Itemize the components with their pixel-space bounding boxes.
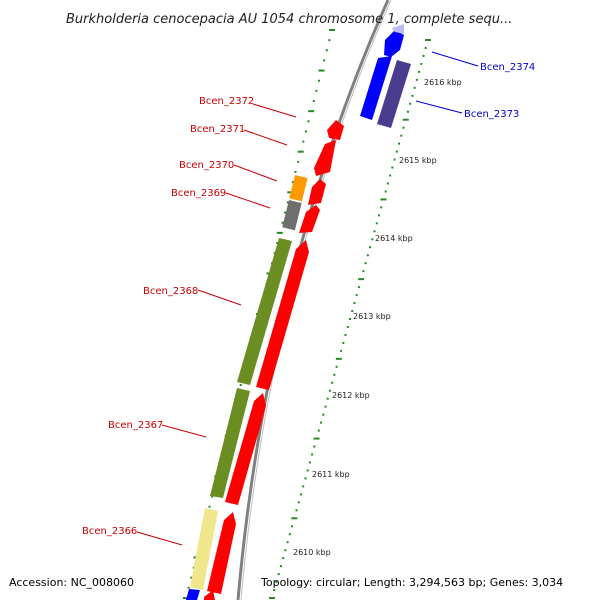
gene-bcen-2366[interactable] [190, 508, 218, 590]
tick-label-2613: 2613 kbp [353, 312, 391, 321]
gene-bcen-2372[interactable] [327, 120, 344, 140]
map-title: Burkholderia cenocepacia AU 1054 chromos… [66, 12, 512, 27]
chromosome-backbone [236, 0, 390, 600]
gene-bcen-2370-red[interactable] [308, 179, 326, 205]
scale-ring [269, 39, 431, 599]
gene-label-bcen-2369[interactable]: Bcen_2369 [171, 188, 226, 199]
tick-label-2615: 2615 kbp [399, 156, 437, 165]
gene-label-bcen-2368[interactable]: Bcen_2368 [143, 286, 198, 297]
gene-bcen-2367[interactable] [210, 388, 250, 498]
gene-bcen-2374-top[interactable] [384, 30, 404, 57]
gene-bcen-2374[interactable] [360, 56, 392, 120]
tick-label-2611: 2611 kbp [312, 470, 350, 479]
gene-bcen-2374-arrowhead [392, 24, 404, 34]
gene-bcen-2368-red[interactable] [256, 240, 309, 390]
gene-bcen-2368[interactable] [237, 238, 292, 385]
gene-bcen-2371[interactable] [314, 140, 336, 176]
gene-bcen-2369[interactable] [282, 200, 302, 231]
gene-bcen-2367-red[interactable] [225, 393, 266, 505]
tick-label-2612: 2612 kbp [332, 391, 370, 400]
gene-label-bcen-2372[interactable]: Bcen_2372 [199, 96, 254, 107]
gene-label-bcen-2374[interactable]: Bcen_2374 [480, 62, 535, 73]
gene-label-bcen-2366[interactable]: Bcen_2366 [82, 526, 137, 537]
accession-text: Accession: NC_008060 [9, 576, 134, 589]
gene-label-bcen-2370[interactable]: Bcen_2370 [179, 160, 234, 171]
gene-bcen-2370[interactable] [289, 175, 308, 202]
topology-text: Topology: circular; Length: 3,294,563 bp… [260, 576, 563, 589]
gene-label-bcen-2367[interactable]: Bcen_2367 [108, 420, 163, 431]
tick-label-2614: 2614 kbp [375, 234, 413, 243]
gene-bottom-red [204, 590, 215, 600]
gene-bcen-2369-red[interactable] [299, 205, 320, 233]
tick-label-2610: 2610 kbp [293, 548, 331, 557]
gene-bcen-2366-red[interactable] [207, 512, 236, 594]
tick-label-2616: 2616 kbp [424, 78, 462, 87]
gene-bottom-blue [186, 589, 200, 600]
gene-label-bcen-2371[interactable]: Bcen_2371 [190, 124, 245, 135]
gene-bcen-2373[interactable] [377, 60, 411, 128]
gene-label-bcen-2373[interactable]: Bcen_2373 [464, 109, 519, 120]
label-lines [136, 51, 479, 546]
